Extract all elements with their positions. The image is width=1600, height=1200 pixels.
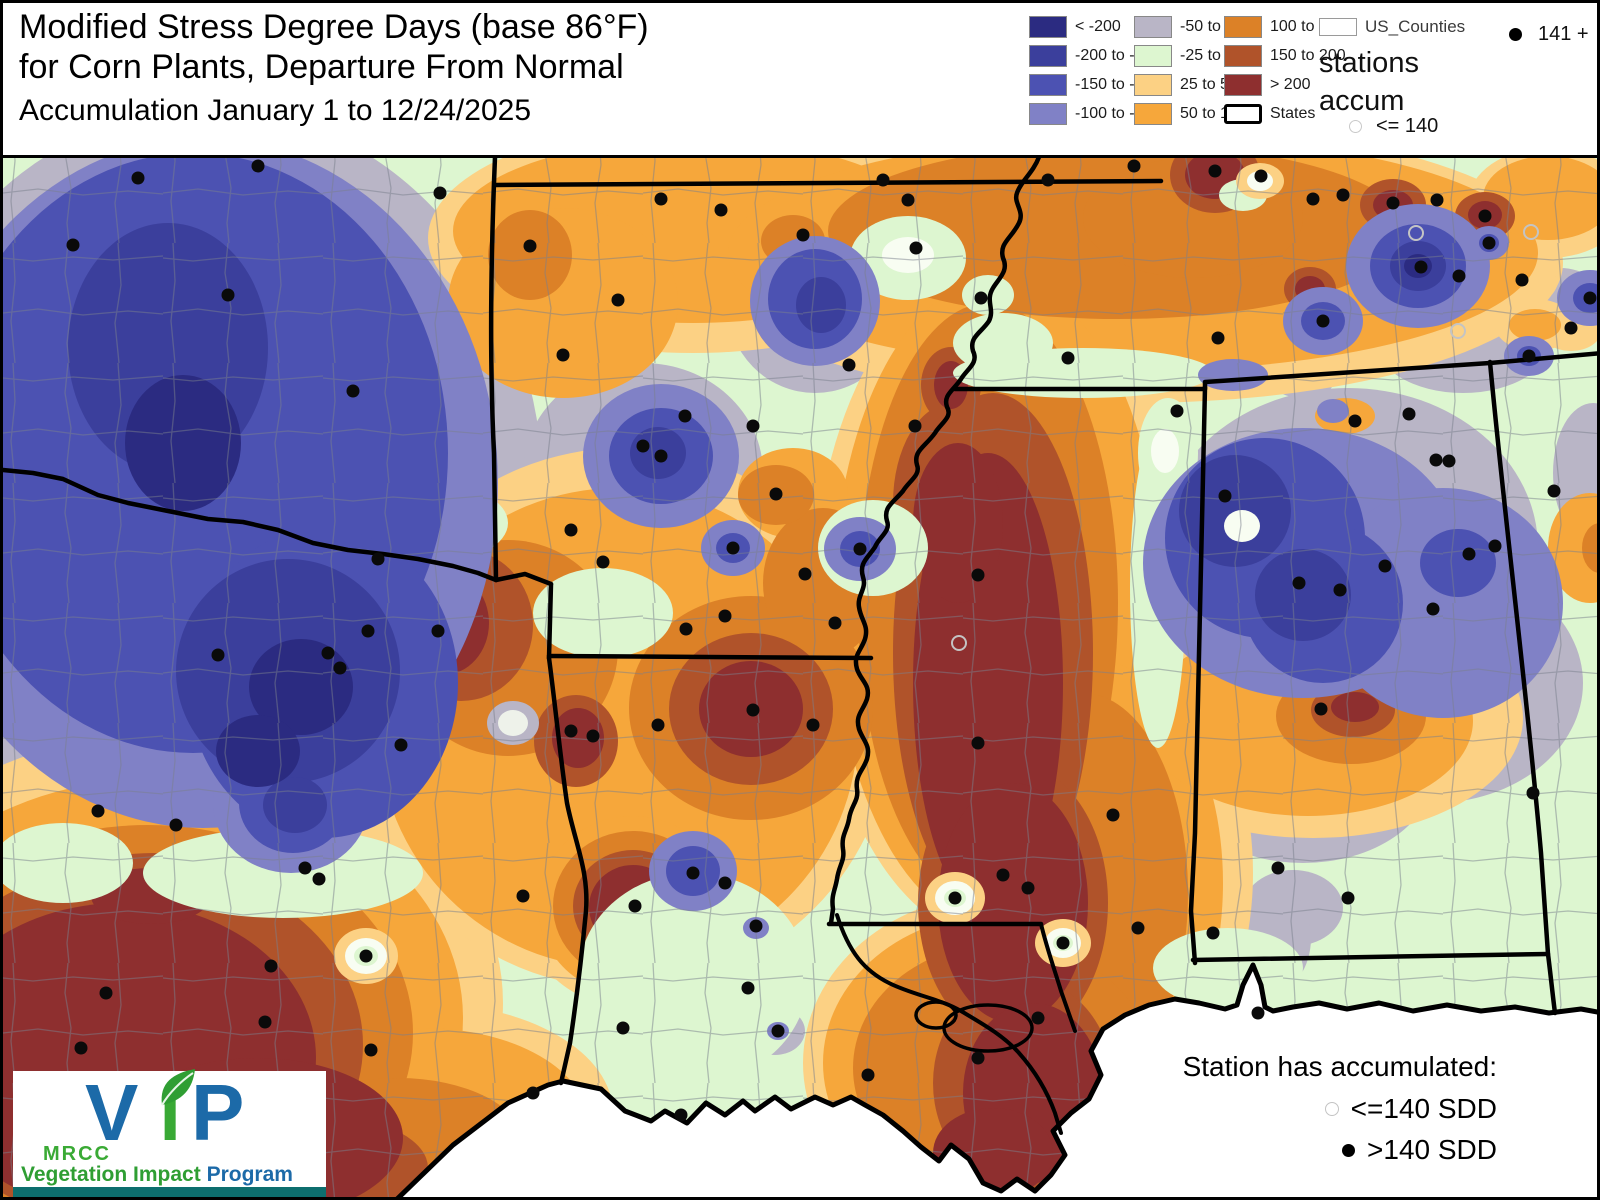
legend-swatch — [1134, 45, 1172, 67]
title-line1: Modified Stress Degree Days (base 86°F) — [19, 8, 649, 46]
legend-swatch — [1029, 103, 1067, 125]
counties-swatch — [1319, 18, 1357, 36]
layer-title-accum: accum — [1319, 85, 1405, 117]
states-outline-swatch — [1224, 104, 1262, 124]
legend-swatch — [1224, 74, 1262, 96]
station-legend-high-label: >140 SDD — [1367, 1134, 1497, 1165]
title-line2: for Corn Plants, Departure From Normal — [19, 48, 624, 86]
legend-swatch — [1029, 45, 1067, 67]
legend-col-layers: US_Counties — [1319, 17, 1465, 46]
counties-label: US_Counties — [1365, 17, 1466, 36]
gulf-water — [399, 965, 1597, 1197]
legend-swatch — [1224, 45, 1262, 67]
map-layers — [3, 155, 1597, 1197]
legend-row: > 200 — [1224, 74, 1346, 96]
legend-swatch — [1029, 74, 1067, 96]
filled-dot-icon — [1509, 28, 1522, 41]
logo-teal-bar — [13, 1187, 326, 1197]
filled-circle-icon — [1342, 1143, 1356, 1157]
legend-row: -100 to -50 — [1029, 103, 1161, 125]
legend-swatch — [1134, 16, 1172, 38]
title-line3: Accumulation January 1 to 12/24/2025 — [19, 94, 532, 127]
stations-high-dots — [66, 159, 1597, 1122]
coastline — [395, 962, 1597, 1197]
logo-word-vegetation: Vegetation — [21, 1163, 128, 1186]
legend-row-counties: US_Counties — [1319, 17, 1465, 37]
vip-logo: MRCC V ı P Vegetation Impact Program — [13, 1068, 326, 1197]
open-circle-icon — [1324, 1102, 1339, 1116]
station-legend-title: Station has accumulated: — [1182, 1051, 1497, 1082]
legend-swatch — [1029, 16, 1067, 38]
legend-label: States — [1270, 105, 1316, 122]
high-dot-label: 141 + — [1538, 23, 1589, 45]
stations-low-dots — [951, 224, 1539, 651]
legend-swatch — [1134, 74, 1172, 96]
map-title: Modified Stress Degree Days (base 86°F) … — [19, 7, 649, 131]
leaf-icon — [161, 1069, 195, 1106]
open-dot-icon — [1349, 120, 1362, 133]
legend-row: 25 to 50 — [1134, 74, 1248, 96]
legend-row: 150 to 200 — [1224, 45, 1346, 67]
logo-letter-v: V — [85, 1068, 139, 1157]
legend-swatch — [1134, 103, 1172, 125]
station-legend-high: >140 SDD — [1183, 1134, 1497, 1166]
logo-word-impact: Impact — [133, 1163, 201, 1186]
logo-word-program: Program — [206, 1163, 293, 1186]
low-dot-label: <= 140 — [1376, 115, 1439, 137]
legend-label: 150 to 200 — [1270, 47, 1346, 64]
mrcc-wordmark: MRCC — [43, 1143, 111, 1165]
station-legend-low: <=140 SDD — [1183, 1093, 1497, 1125]
legend-label: < -200 — [1075, 18, 1121, 35]
station-legend-low-label: <=140 SDD — [1350, 1093, 1497, 1124]
legend-label: > 200 — [1270, 76, 1311, 93]
legend-label: -100 to -50 — [1075, 105, 1153, 122]
legend-low-dot: <= 140 — [1349, 115, 1438, 138]
logo-letter-p: P — [191, 1068, 245, 1157]
legend-row-states: States — [1224, 104, 1346, 124]
legend-high-dot: 141 + — [1509, 23, 1589, 46]
map-canvas — [3, 155, 1597, 1197]
station-accumulation-legend: Station has accumulated: <=140 SDD >140 … — [1183, 1051, 1497, 1175]
legend-label: 25 to 50 — [1180, 76, 1238, 93]
header-band: Modified Stress Degree Days (base 86°F) … — [3, 3, 1597, 158]
legend-row: < -200 — [1029, 16, 1161, 38]
logo-words: Vegetation Impact Program — [21, 1163, 293, 1187]
layer-title-stations: stations — [1319, 47, 1419, 79]
legend-swatch — [1224, 16, 1262, 38]
